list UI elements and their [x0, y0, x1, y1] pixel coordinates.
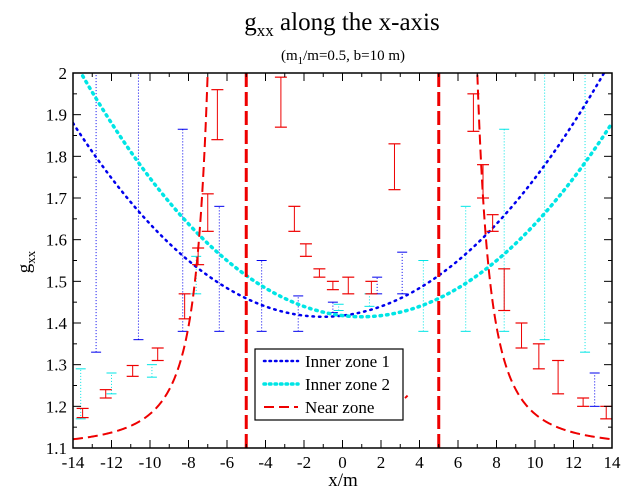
x-tick-label: -6 — [220, 453, 234, 472]
y-tick-label: 1.9 — [46, 106, 67, 125]
legend-label-inner-zone-1: Inner zone 1 — [305, 352, 390, 371]
y-tick-label: 1.7 — [46, 189, 68, 208]
x-tick-label: 12 — [565, 453, 582, 472]
vertical-lines — [244, 73, 441, 448]
x-tick-label: -4 — [258, 453, 273, 472]
legend-label-inner-zone-2: Inner zone 2 — [305, 375, 390, 394]
y-tick-label: 1.2 — [46, 397, 67, 416]
x-tick-label: -12 — [100, 453, 123, 472]
y-tick-label: 1.1 — [46, 439, 67, 458]
x-tick-label: 4 — [415, 453, 424, 472]
inner-zone-1-line — [73, 73, 606, 319]
y-tick-label: 1.5 — [46, 272, 67, 291]
near-zone-line — [73, 73, 209, 441]
ticks: -14 -12 -10 -8 -6 -4 -2 0 2 4 6 8 10 12 14 1.1 1.2 1.3 1.4… — [46, 64, 621, 472]
series-group — [73, 73, 612, 441]
y-tick-label: 1.6 — [46, 231, 67, 250]
x-tick-label: 2 — [377, 453, 386, 472]
y-axis-title: gxx — [14, 250, 38, 273]
y-tick-label: 2 — [59, 64, 68, 83]
y-tick-label: 1.3 — [46, 356, 67, 375]
legend-label-near-zone: Near zone — [305, 398, 374, 417]
x-tick-label: -8 — [181, 453, 195, 472]
x-tick-label: 8 — [492, 453, 501, 472]
y-tick-label: 1.8 — [46, 147, 67, 166]
inner-zone-2-line — [78, 73, 612, 319]
near-zone-line — [476, 73, 612, 441]
x-tick-label: -2 — [297, 453, 311, 472]
x-axis-title: x/m — [328, 470, 358, 491]
series-layer — [73, 73, 612, 441]
x-tick-label: 14 — [604, 453, 622, 472]
legend: Inner zone 1 Inner zone 2 Near zone — [254, 348, 404, 421]
x-tick-label: 10 — [527, 453, 544, 472]
x-tick-label: -10 — [139, 453, 162, 472]
chart-subtitle: (m1/m=0.5, b=10 m) — [281, 48, 405, 67]
chart-title: gxx along the x-axis — [244, 9, 439, 40]
x-tick-label: 0 — [338, 453, 347, 472]
y-tick-label: 1.4 — [46, 314, 68, 333]
x-tick-label: 6 — [454, 453, 463, 472]
x-tick-label: -14 — [62, 453, 85, 472]
